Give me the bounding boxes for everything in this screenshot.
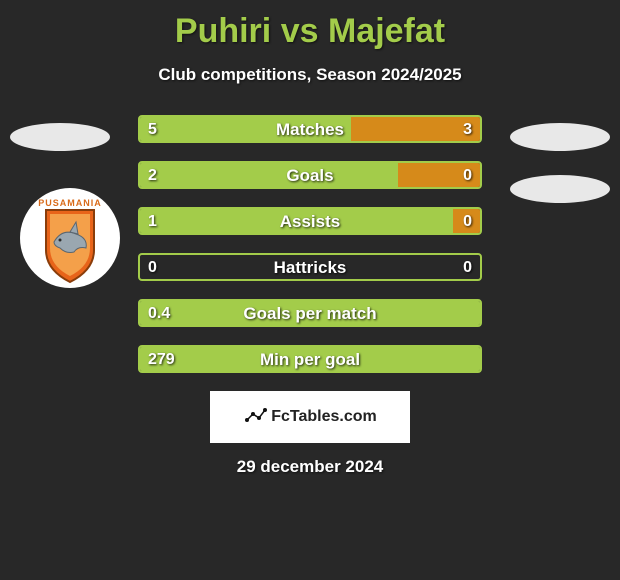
vs-text: vs	[281, 12, 319, 50]
bar-track	[138, 207, 482, 235]
bar-left	[140, 347, 480, 371]
subtitle: Club competitions, Season 2024/2025	[0, 65, 620, 85]
bar-track	[138, 299, 482, 327]
stat-value-left: 0	[148, 253, 157, 283]
bar-track	[138, 115, 482, 143]
stat-value-right: 0	[463, 161, 472, 191]
stat-value-left: 279	[148, 345, 175, 375]
stat-value-right: 0	[463, 253, 472, 283]
stat-row: Matches53	[0, 115, 620, 145]
stat-value-left: 1	[148, 207, 157, 237]
stat-row: Assists10	[0, 207, 620, 237]
stat-value-right: 3	[463, 115, 472, 145]
date-text: 29 december 2024	[0, 457, 620, 477]
page-title: Puhiri vs Majefat	[0, 0, 620, 51]
bar-track	[138, 253, 482, 281]
comparison-chart: Matches53Goals20Assists10Hattricks00Goal…	[0, 115, 620, 375]
stat-value-left: 0.4	[148, 299, 170, 329]
stat-row: Min per goal279	[0, 345, 620, 375]
stat-row: Goals20	[0, 161, 620, 191]
player-left-name: Puhiri	[175, 12, 271, 50]
bar-left	[140, 301, 480, 325]
stat-value-left: 2	[148, 161, 157, 191]
player-right-name: Majefat	[328, 12, 445, 50]
stat-row: Hattricks00	[0, 253, 620, 283]
bar-left	[140, 117, 351, 141]
stat-value-left: 5	[148, 115, 157, 145]
stat-value-right: 0	[463, 207, 472, 237]
stat-row: Goals per match0.4	[0, 299, 620, 329]
bar-right	[351, 117, 480, 141]
footer-logo-icon	[243, 406, 267, 429]
bar-track	[138, 161, 482, 189]
footer-brand-text: FcTables.com	[271, 408, 377, 426]
bar-left	[140, 163, 398, 187]
bar-track	[138, 345, 482, 373]
bar-left	[140, 209, 453, 233]
footer-brand-box: FcTables.com	[210, 391, 410, 443]
